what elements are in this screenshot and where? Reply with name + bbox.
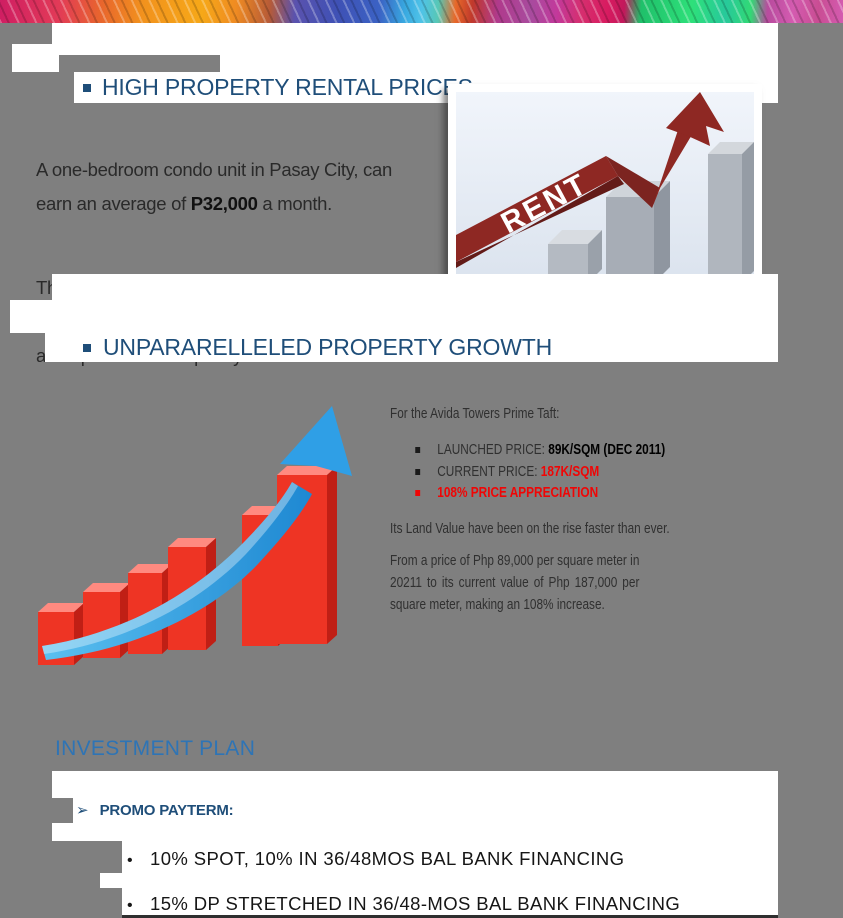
list-bullet-icon: • [127, 897, 134, 914]
gray-buildings [548, 142, 754, 283]
launched-price-value: 89K/SQM (DEC 2011) [548, 442, 666, 458]
promo-arrow-icon: ➢ [76, 802, 89, 819]
bullet-square-icon [83, 343, 91, 352]
list-item-launched-price: LAUNCHED PRICE: 89K/SQM (DEC 2011) [390, 440, 665, 462]
plan-item-2: • 15% DP STRETCHED IN 36/48-MOS BAL BANK… [127, 893, 680, 915]
white-box-mid-2 [10, 300, 778, 333]
bullet-square-icon [415, 490, 421, 496]
white-box-step-right [220, 55, 778, 72]
growth-intro: For the Avida Towers Prime Taft: [390, 406, 560, 422]
price-list: LAUNCHED PRICE: 89K/SQM (DEC 2011) CURRE… [390, 440, 665, 505]
bullet-square-icon [83, 83, 91, 92]
gray-notch [50, 873, 100, 888]
growth-paragraph-1: Its Land Value have been on the rise fas… [390, 520, 670, 537]
white-box-top [52, 23, 778, 55]
promo-white-box [52, 771, 778, 918]
rental-paragraph-1: A one-bedroom condo unit in Pasay City, … [36, 153, 446, 221]
rental-heading: HIGH PROPERTY RENTAL PRICES [102, 74, 473, 100]
launched-price-label: LAUNCHED PRICE: [437, 442, 549, 458]
growth-heading-bar: UNPARARELLELED PROPERTY GROWTH [45, 333, 778, 362]
para1-text: A one-bedroom condo unit in Pasay City, … [36, 159, 392, 214]
rainbow-banner [0, 0, 843, 23]
list-bullet-icon: • [127, 852, 134, 869]
rent-arrow-graphic: RENT [456, 92, 754, 283]
list-item-appreciation: 108% PRICE APPRECIATION [390, 483, 639, 505]
growth-text-column: For the Avida Towers Prime Taft: LAUNCHE… [390, 406, 670, 616]
gray-notch [50, 798, 73, 823]
bullet-square-icon [415, 468, 421, 475]
gray-notch [50, 888, 122, 918]
bullet-square-icon [415, 447, 421, 453]
gray-notch [50, 841, 122, 873]
rent-ribbon-arrow [456, 92, 724, 268]
growth-paragraph-2: From a price of Php 89,000 per square me… [390, 552, 640, 613]
white-box-mid-1 [52, 274, 778, 300]
bottom-divider [52, 915, 778, 918]
plan-item-1: • 10% SPOT, 10% IN 36/48MOS BAL BANK FIN… [127, 848, 624, 870]
current-price-value: 187K/SQM [540, 463, 600, 480]
rental-body-text: A one-bedroom condo unit in Pasay City, … [36, 119, 446, 423]
promo-payterm-label: PROMO PAYTERM: [99, 801, 234, 819]
blue-trend-arrow-icon [42, 406, 352, 660]
growth-heading: UNPARARELLELED PROPERTY GROWTH [103, 334, 552, 360]
appreciation-value: 108% PRICE APPRECIATION [437, 485, 599, 501]
list-item-current-price: CURRENT PRICE: 187K/SQM [390, 462, 639, 484]
rent-photo: RENT [448, 84, 762, 291]
para1-tail: a month. [257, 193, 333, 214]
growth-chart-graphic [38, 406, 352, 665]
para1-amount: P32,000 [190, 193, 258, 214]
plan-item-2-text: 15% DP STRETCHED IN 36/48-MOS BAL BANK F… [150, 893, 681, 914]
promo-payterm-row: ➢ PROMO PAYTERM: [76, 801, 234, 820]
white-box-step-left [12, 44, 59, 72]
investment-plan-heading: INVESTMENT PLAN [55, 737, 256, 760]
current-price-label: CURRENT PRICE: [437, 463, 541, 480]
plan-item-1-text: 10% SPOT, 10% IN 36/48MOS BAL BANK FINAN… [150, 848, 625, 869]
